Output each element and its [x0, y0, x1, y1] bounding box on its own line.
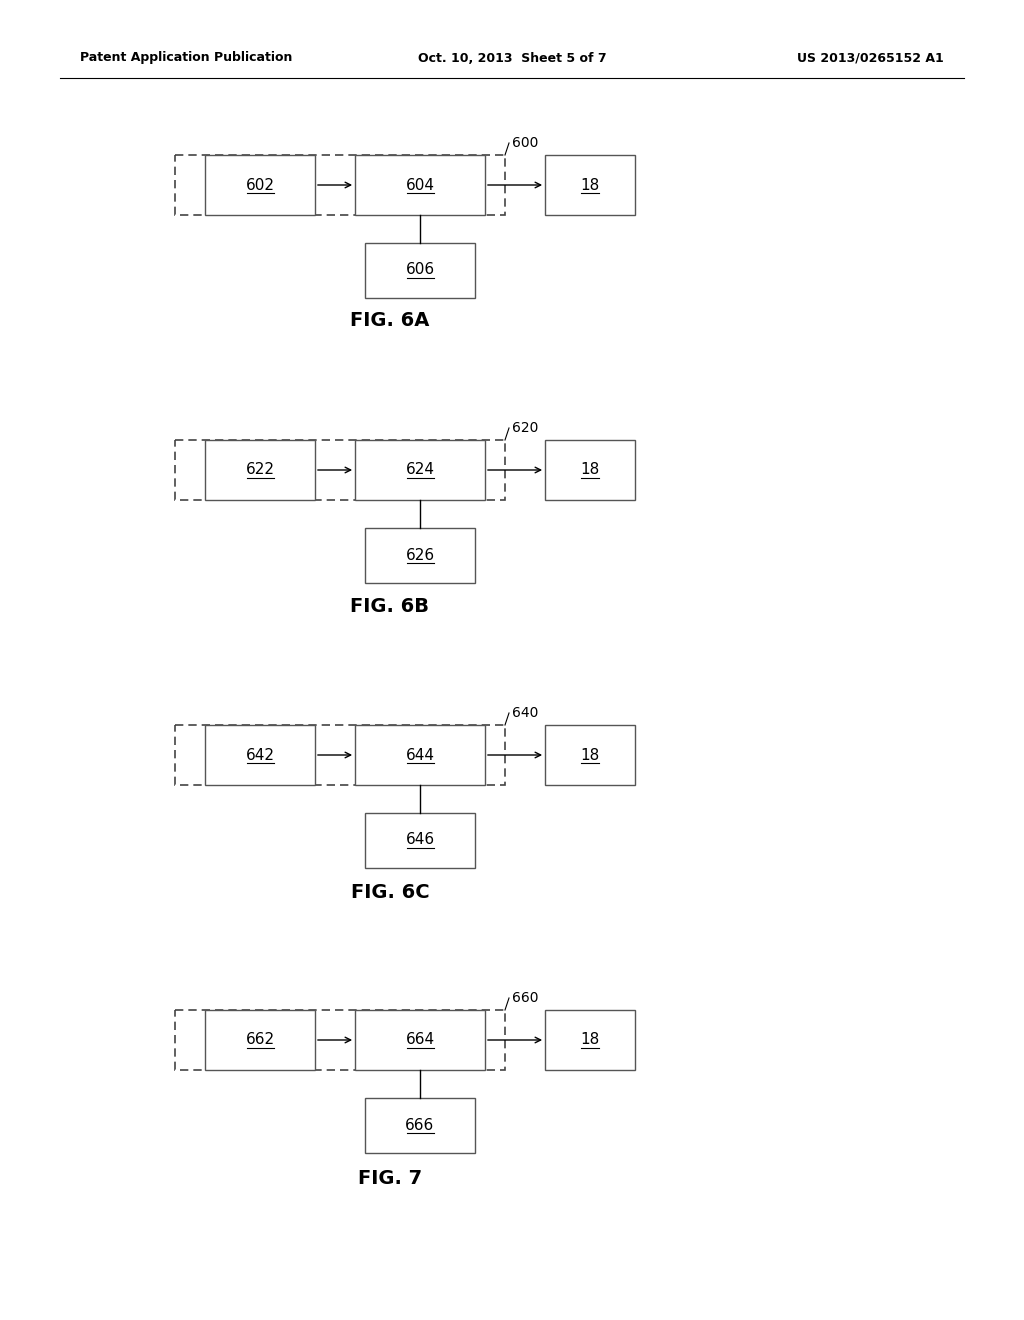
Text: FIG. 6A: FIG. 6A	[350, 310, 430, 330]
Text: 624: 624	[406, 462, 434, 478]
Text: 18: 18	[581, 747, 600, 763]
Bar	[205, 1010, 315, 1071]
Text: FIG. 6C: FIG. 6C	[350, 883, 429, 903]
Text: 664: 664	[406, 1032, 434, 1048]
Bar	[365, 1097, 475, 1152]
Text: 640: 640	[512, 706, 539, 719]
Bar	[545, 440, 635, 500]
Text: FIG. 6B: FIG. 6B	[350, 598, 429, 616]
Text: Oct. 10, 2013  Sheet 5 of 7: Oct. 10, 2013 Sheet 5 of 7	[418, 51, 606, 65]
Bar	[355, 154, 485, 215]
Bar	[175, 725, 505, 785]
Text: 620: 620	[512, 421, 539, 436]
Text: 662: 662	[246, 1032, 274, 1048]
Bar	[175, 440, 505, 500]
Bar	[365, 813, 475, 867]
Bar	[355, 440, 485, 500]
Bar	[355, 1010, 485, 1071]
Text: 642: 642	[246, 747, 274, 763]
Text: US 2013/0265152 A1: US 2013/0265152 A1	[798, 51, 944, 65]
Text: 626: 626	[406, 548, 434, 562]
Text: 666: 666	[406, 1118, 434, 1133]
Text: 18: 18	[581, 177, 600, 193]
Bar	[205, 154, 315, 215]
Bar	[365, 243, 475, 297]
Text: 604: 604	[406, 177, 434, 193]
Text: 660: 660	[512, 991, 539, 1005]
Text: FIG. 7: FIG. 7	[358, 1168, 422, 1188]
Text: 606: 606	[406, 263, 434, 277]
Text: 602: 602	[246, 177, 274, 193]
Text: 18: 18	[581, 1032, 600, 1048]
Bar	[355, 725, 485, 785]
Bar	[545, 725, 635, 785]
Bar	[175, 154, 505, 215]
Text: 622: 622	[246, 462, 274, 478]
Text: 18: 18	[581, 462, 600, 478]
Text: Patent Application Publication: Patent Application Publication	[80, 51, 293, 65]
Bar	[545, 154, 635, 215]
Text: 644: 644	[406, 747, 434, 763]
Bar	[545, 1010, 635, 1071]
Text: 646: 646	[406, 833, 434, 847]
Bar	[175, 1010, 505, 1071]
Bar	[365, 528, 475, 582]
Bar	[205, 440, 315, 500]
Bar	[205, 725, 315, 785]
Text: 600: 600	[512, 136, 539, 150]
